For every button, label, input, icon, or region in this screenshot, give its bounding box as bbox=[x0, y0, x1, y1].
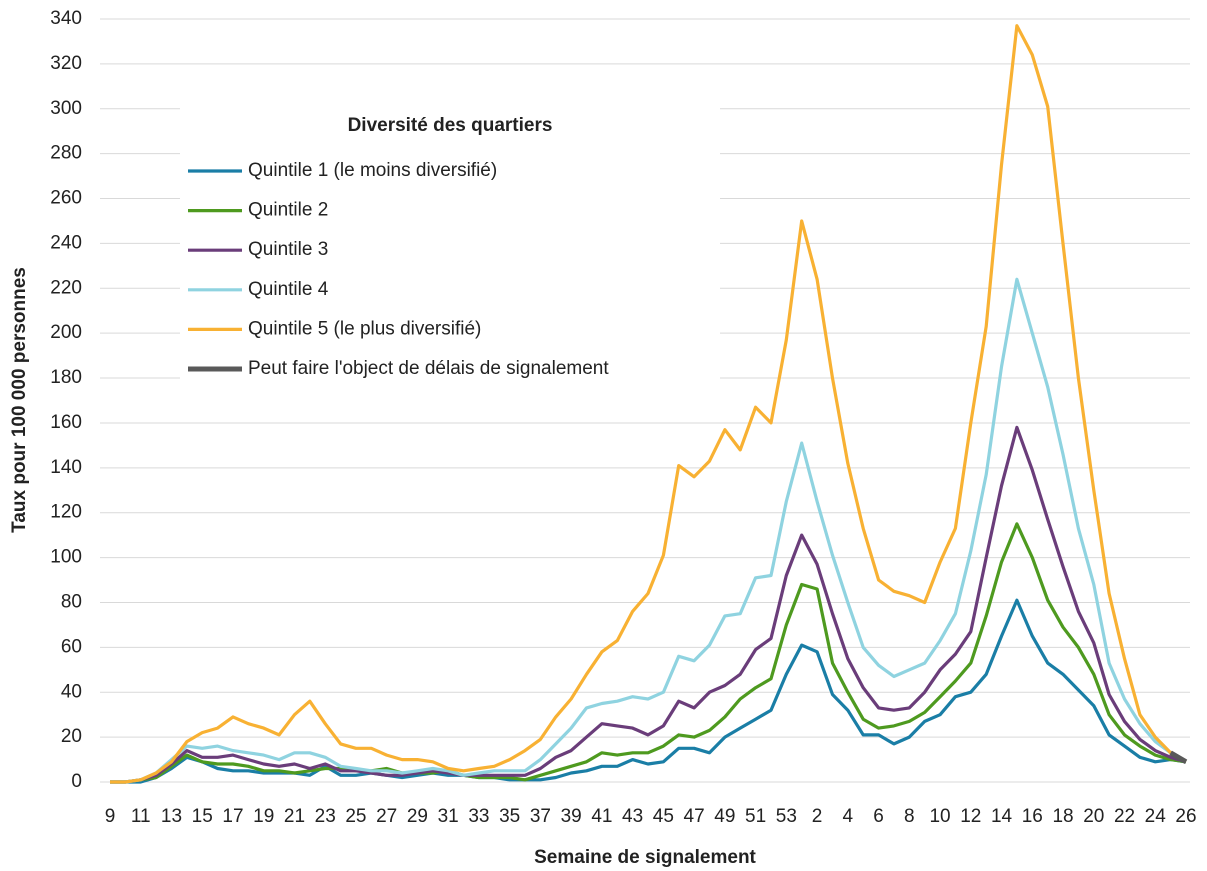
x-tick-label: 45 bbox=[653, 806, 674, 827]
x-tick-label: 53 bbox=[776, 806, 797, 827]
x-tick-label: 13 bbox=[161, 806, 182, 827]
legend-label: Peut faire l'object de délais de signale… bbox=[248, 358, 609, 379]
x-tick-label: 4 bbox=[843, 806, 854, 827]
x-tick-label: 31 bbox=[438, 806, 459, 827]
y-axis-title: Taux pour 100 000 personnes bbox=[9, 267, 30, 533]
y-tick-label: 320 bbox=[50, 53, 82, 74]
x-tick-label: 37 bbox=[530, 806, 551, 827]
series-line bbox=[110, 277, 1187, 784]
x-tick-label: 20 bbox=[1083, 806, 1104, 827]
x-tick-label: 18 bbox=[1052, 806, 1073, 827]
x-tick-label: 16 bbox=[1022, 806, 1043, 827]
x-tick-label: 25 bbox=[345, 806, 366, 827]
x-tick-label: 27 bbox=[376, 806, 397, 827]
series-line bbox=[110, 425, 1187, 784]
y-tick-label: 100 bbox=[50, 547, 82, 568]
y-tick-label: 120 bbox=[50, 502, 82, 523]
x-tick-label: 9 bbox=[105, 806, 116, 827]
y-tick-label: 180 bbox=[50, 367, 82, 388]
x-tick-label: 10 bbox=[929, 806, 950, 827]
legend-label: Quintile 3 bbox=[248, 239, 328, 260]
x-tick-label: 29 bbox=[407, 806, 428, 827]
legend-label: Quintile 2 bbox=[248, 200, 328, 221]
x-tick-label: 8 bbox=[904, 806, 915, 827]
x-tick-label: 11 bbox=[131, 806, 151, 827]
x-tick-label: 15 bbox=[192, 806, 213, 827]
y-tick-label: 220 bbox=[50, 277, 82, 298]
y-tick-label: 300 bbox=[50, 98, 82, 119]
series-line bbox=[110, 24, 1187, 784]
y-tick-label: 140 bbox=[50, 457, 82, 478]
y-tick-label: 240 bbox=[50, 232, 82, 253]
x-tick-label: 23 bbox=[315, 806, 336, 827]
x-tick-label: 14 bbox=[991, 806, 1013, 827]
x-tick-label: 43 bbox=[622, 806, 643, 827]
y-tick-label: 260 bbox=[50, 188, 82, 209]
x-tick-label: 19 bbox=[253, 806, 274, 827]
y-tick-label: 200 bbox=[50, 322, 82, 343]
series-line bbox=[110, 522, 1187, 784]
legend-label: Quintile 5 (le plus diversifié) bbox=[248, 318, 481, 339]
x-tick-label: 12 bbox=[960, 806, 981, 827]
y-tick-label: 20 bbox=[61, 726, 82, 747]
x-tick-label: 49 bbox=[714, 806, 735, 827]
x-tick-label: 47 bbox=[684, 806, 705, 827]
y-tick-label: 160 bbox=[50, 412, 82, 433]
x-tick-label: 2 bbox=[812, 806, 823, 827]
legend-title: Diversité des quartiers bbox=[348, 115, 553, 136]
y-tick-label: 340 bbox=[50, 8, 82, 29]
x-tick-label: 51 bbox=[745, 806, 766, 827]
x-axis-title: Semaine de signalement bbox=[534, 847, 756, 868]
y-tick-label: 40 bbox=[61, 681, 82, 702]
x-tick-label: 35 bbox=[499, 806, 520, 827]
legend-label: Quintile 4 bbox=[248, 279, 329, 300]
x-tick-label: 41 bbox=[591, 806, 612, 827]
x-tick-label: 21 bbox=[284, 806, 305, 827]
y-tick-label: 60 bbox=[61, 636, 82, 657]
x-tick-label: 33 bbox=[468, 806, 489, 827]
legend-label: Quintile 1 (le moins diversifié) bbox=[248, 160, 497, 181]
x-tick-label: 39 bbox=[561, 806, 582, 827]
series-line bbox=[1169, 750, 1188, 764]
y-tick-label: 280 bbox=[50, 143, 82, 164]
x-tick-label: 17 bbox=[222, 806, 243, 827]
x-tick-label: 26 bbox=[1175, 806, 1196, 827]
y-tick-label: 80 bbox=[61, 591, 82, 612]
x-tick-label: 24 bbox=[1145, 806, 1167, 827]
x-tick-label: 6 bbox=[873, 806, 884, 827]
x-tick-label: 22 bbox=[1114, 806, 1135, 827]
y-tick-label: 0 bbox=[71, 771, 82, 792]
series-line bbox=[110, 598, 1187, 784]
legend-box bbox=[180, 100, 720, 390]
